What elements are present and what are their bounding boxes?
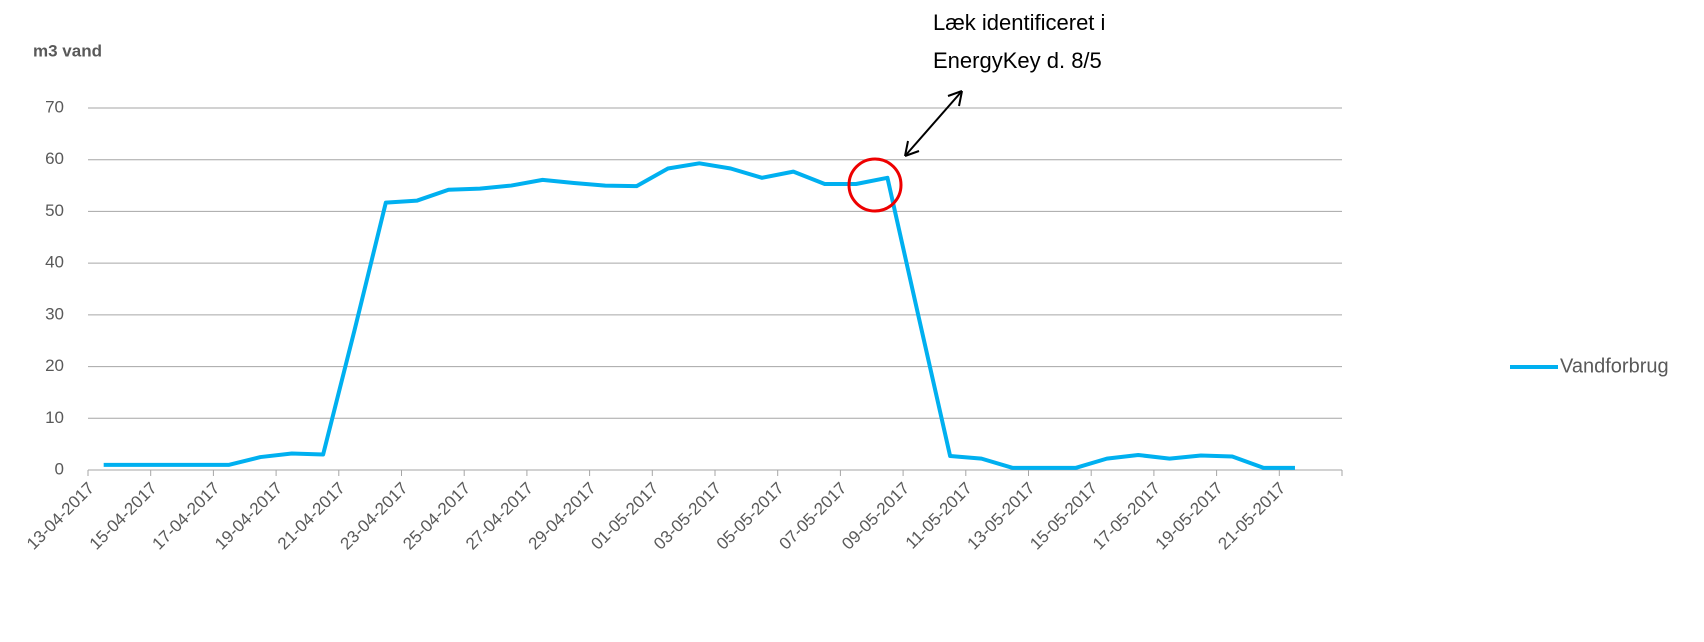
y-tick-label: 40 bbox=[45, 253, 64, 272]
data-line bbox=[103, 161, 1295, 470]
y-tick-label: 30 bbox=[45, 304, 64, 323]
y-tick-label: 50 bbox=[45, 201, 64, 220]
x-tick-label: 09-05-2017 bbox=[838, 479, 913, 554]
y-tick-label: 20 bbox=[45, 356, 64, 375]
y-tick-label: 0 bbox=[55, 459, 64, 478]
y-tick-label: 10 bbox=[45, 408, 64, 427]
annotation-text: Læk identificeret i bbox=[933, 10, 1105, 35]
annotation-text: EnergyKey d. 8/5 bbox=[933, 48, 1102, 73]
y-tick-label: 60 bbox=[45, 149, 64, 168]
highlight-circle bbox=[847, 157, 903, 213]
y-axis-label: m3 vand bbox=[33, 41, 102, 60]
arrow-head bbox=[904, 90, 963, 157]
annotation-arrow bbox=[904, 90, 963, 157]
x-tick-label: 21-05-2017 bbox=[1214, 479, 1289, 554]
legend-label: Vandforbrug bbox=[1560, 355, 1669, 377]
y-tick-label: 70 bbox=[45, 97, 64, 116]
